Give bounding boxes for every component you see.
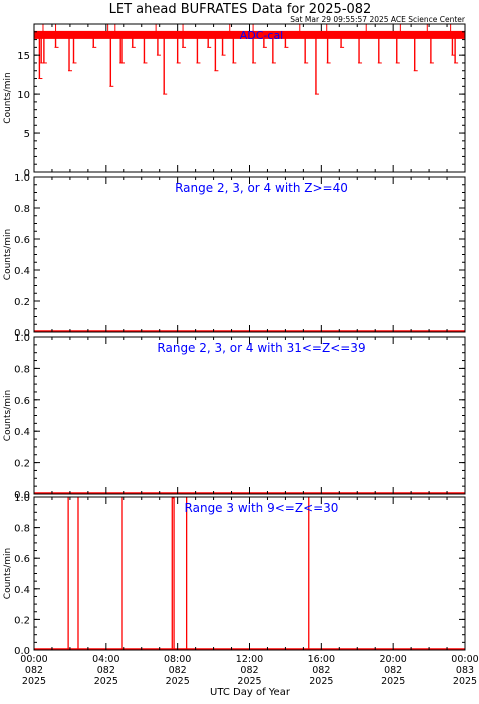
x-tick-label: 082 [169, 665, 187, 676]
y-tick-label: 15 [17, 51, 30, 62]
y-tick-label: 0.0 [14, 328, 30, 339]
x-tick-label: 082 [240, 665, 258, 676]
panel-label: Range 2, 3, or 4 with Z>=40 [175, 181, 348, 195]
panel-3: 0.0 0.2 0.4 0.6 0.8 1.0 Counts/min Range 2, 3, … [3, 333, 466, 501]
y-tick-label: 0.8 [14, 364, 30, 375]
y-tick-label: 0.2 [14, 459, 30, 470]
x-tick-label: 08:00 [164, 654, 191, 665]
panels: 0 5 10 15 Counts/min ADC-cal 0.0 0.2 0.4 0.6 0.8 1.… [3, 23, 466, 657]
x-tick-labels: 00:00082202504:00082202508:00082202512:0… [20, 654, 478, 687]
x-tick-label: 082 [384, 665, 402, 676]
y-tick-label: 0.8 [14, 204, 30, 215]
x-tick-label: 083 [456, 665, 474, 676]
y-tick-label: 0 [24, 168, 30, 179]
y-axis-label: Counts/min [3, 548, 13, 599]
timestamp: Sat Mar 29 09:55:57 2025 ACE Science Cen… [290, 15, 466, 24]
x-tick-label: 2025 [166, 676, 190, 687]
panel-1: 0 5 10 15 Counts/min ADC-cal [3, 23, 466, 179]
x-tick-label: 2025 [94, 676, 118, 687]
y-tick-label: 0.6 [14, 396, 30, 407]
y-tick-label: 0.8 [14, 524, 30, 535]
panel-2: 0.0 0.2 0.4 0.6 0.8 1.0 Counts/min Range 2, 3, … [3, 173, 466, 339]
x-tick-label: 082 [312, 665, 330, 676]
chart-title: LET ahead BUFRATES Data for 2025-082 [109, 2, 372, 17]
y-tick-label: 1.0 [14, 173, 30, 184]
x-tick-label: 082 [97, 665, 115, 676]
x-tick-label: 12:00 [236, 654, 263, 665]
x-tick-label: 00:00 [451, 654, 478, 665]
x-tick-label: 20:00 [379, 654, 406, 665]
y-tick-label: 0.0 [14, 646, 30, 657]
x-tick-label: 2025 [22, 676, 46, 687]
y-tick-label: 5 [24, 129, 30, 140]
y-axis-label: Counts/min [3, 229, 13, 280]
y-tick-label: 0.4 [14, 266, 30, 277]
x-tick-label: 2025 [453, 676, 477, 687]
x-tick-label: 04:00 [92, 654, 119, 665]
y-tick-label: 0.4 [14, 427, 30, 438]
y-axis-label: Counts/min [3, 390, 13, 441]
panel-frame [33, 496, 466, 651]
x-axis-label: UTC Day of Year [210, 687, 291, 698]
y-tick-label: 0.4 [14, 585, 30, 596]
y-tick-label: 1.0 [14, 493, 30, 504]
y-tick-label: 0.2 [14, 615, 30, 626]
panel-frame [33, 23, 466, 173]
x-tick-label: 2025 [309, 676, 333, 687]
y-tick-label: 0.6 [14, 235, 30, 246]
y-tick-label: 0.2 [14, 297, 30, 308]
y-tick-label: 0.0 [14, 490, 30, 501]
panel-frame [33, 336, 466, 495]
y-tick-label: 1.0 [14, 333, 30, 344]
data-band [34, 30, 465, 39]
x-tick-label: 2025 [237, 676, 261, 687]
panel-frame [33, 176, 466, 333]
x-tick-label: 16:00 [308, 654, 335, 665]
x-tick-label: 082 [25, 665, 43, 676]
panel-4: 0.0 0.2 0.4 0.6 0.8 1.0 Counts/min Range 3 with… [3, 493, 466, 657]
y-axis-label: Counts/min [3, 72, 13, 123]
panel-label: Range 2, 3, or 4 with 31<=Z<=39 [157, 341, 365, 355]
x-tick-label: 2025 [381, 676, 405, 687]
y-tick-label: 0.6 [14, 554, 30, 565]
panel-label: ADC-cal [240, 29, 284, 42]
panel-label: Range 3 with 9<=Z<=30 [185, 501, 339, 515]
y-tick-label: 10 [17, 90, 30, 101]
x-tick-label: 00:00 [20, 654, 47, 665]
